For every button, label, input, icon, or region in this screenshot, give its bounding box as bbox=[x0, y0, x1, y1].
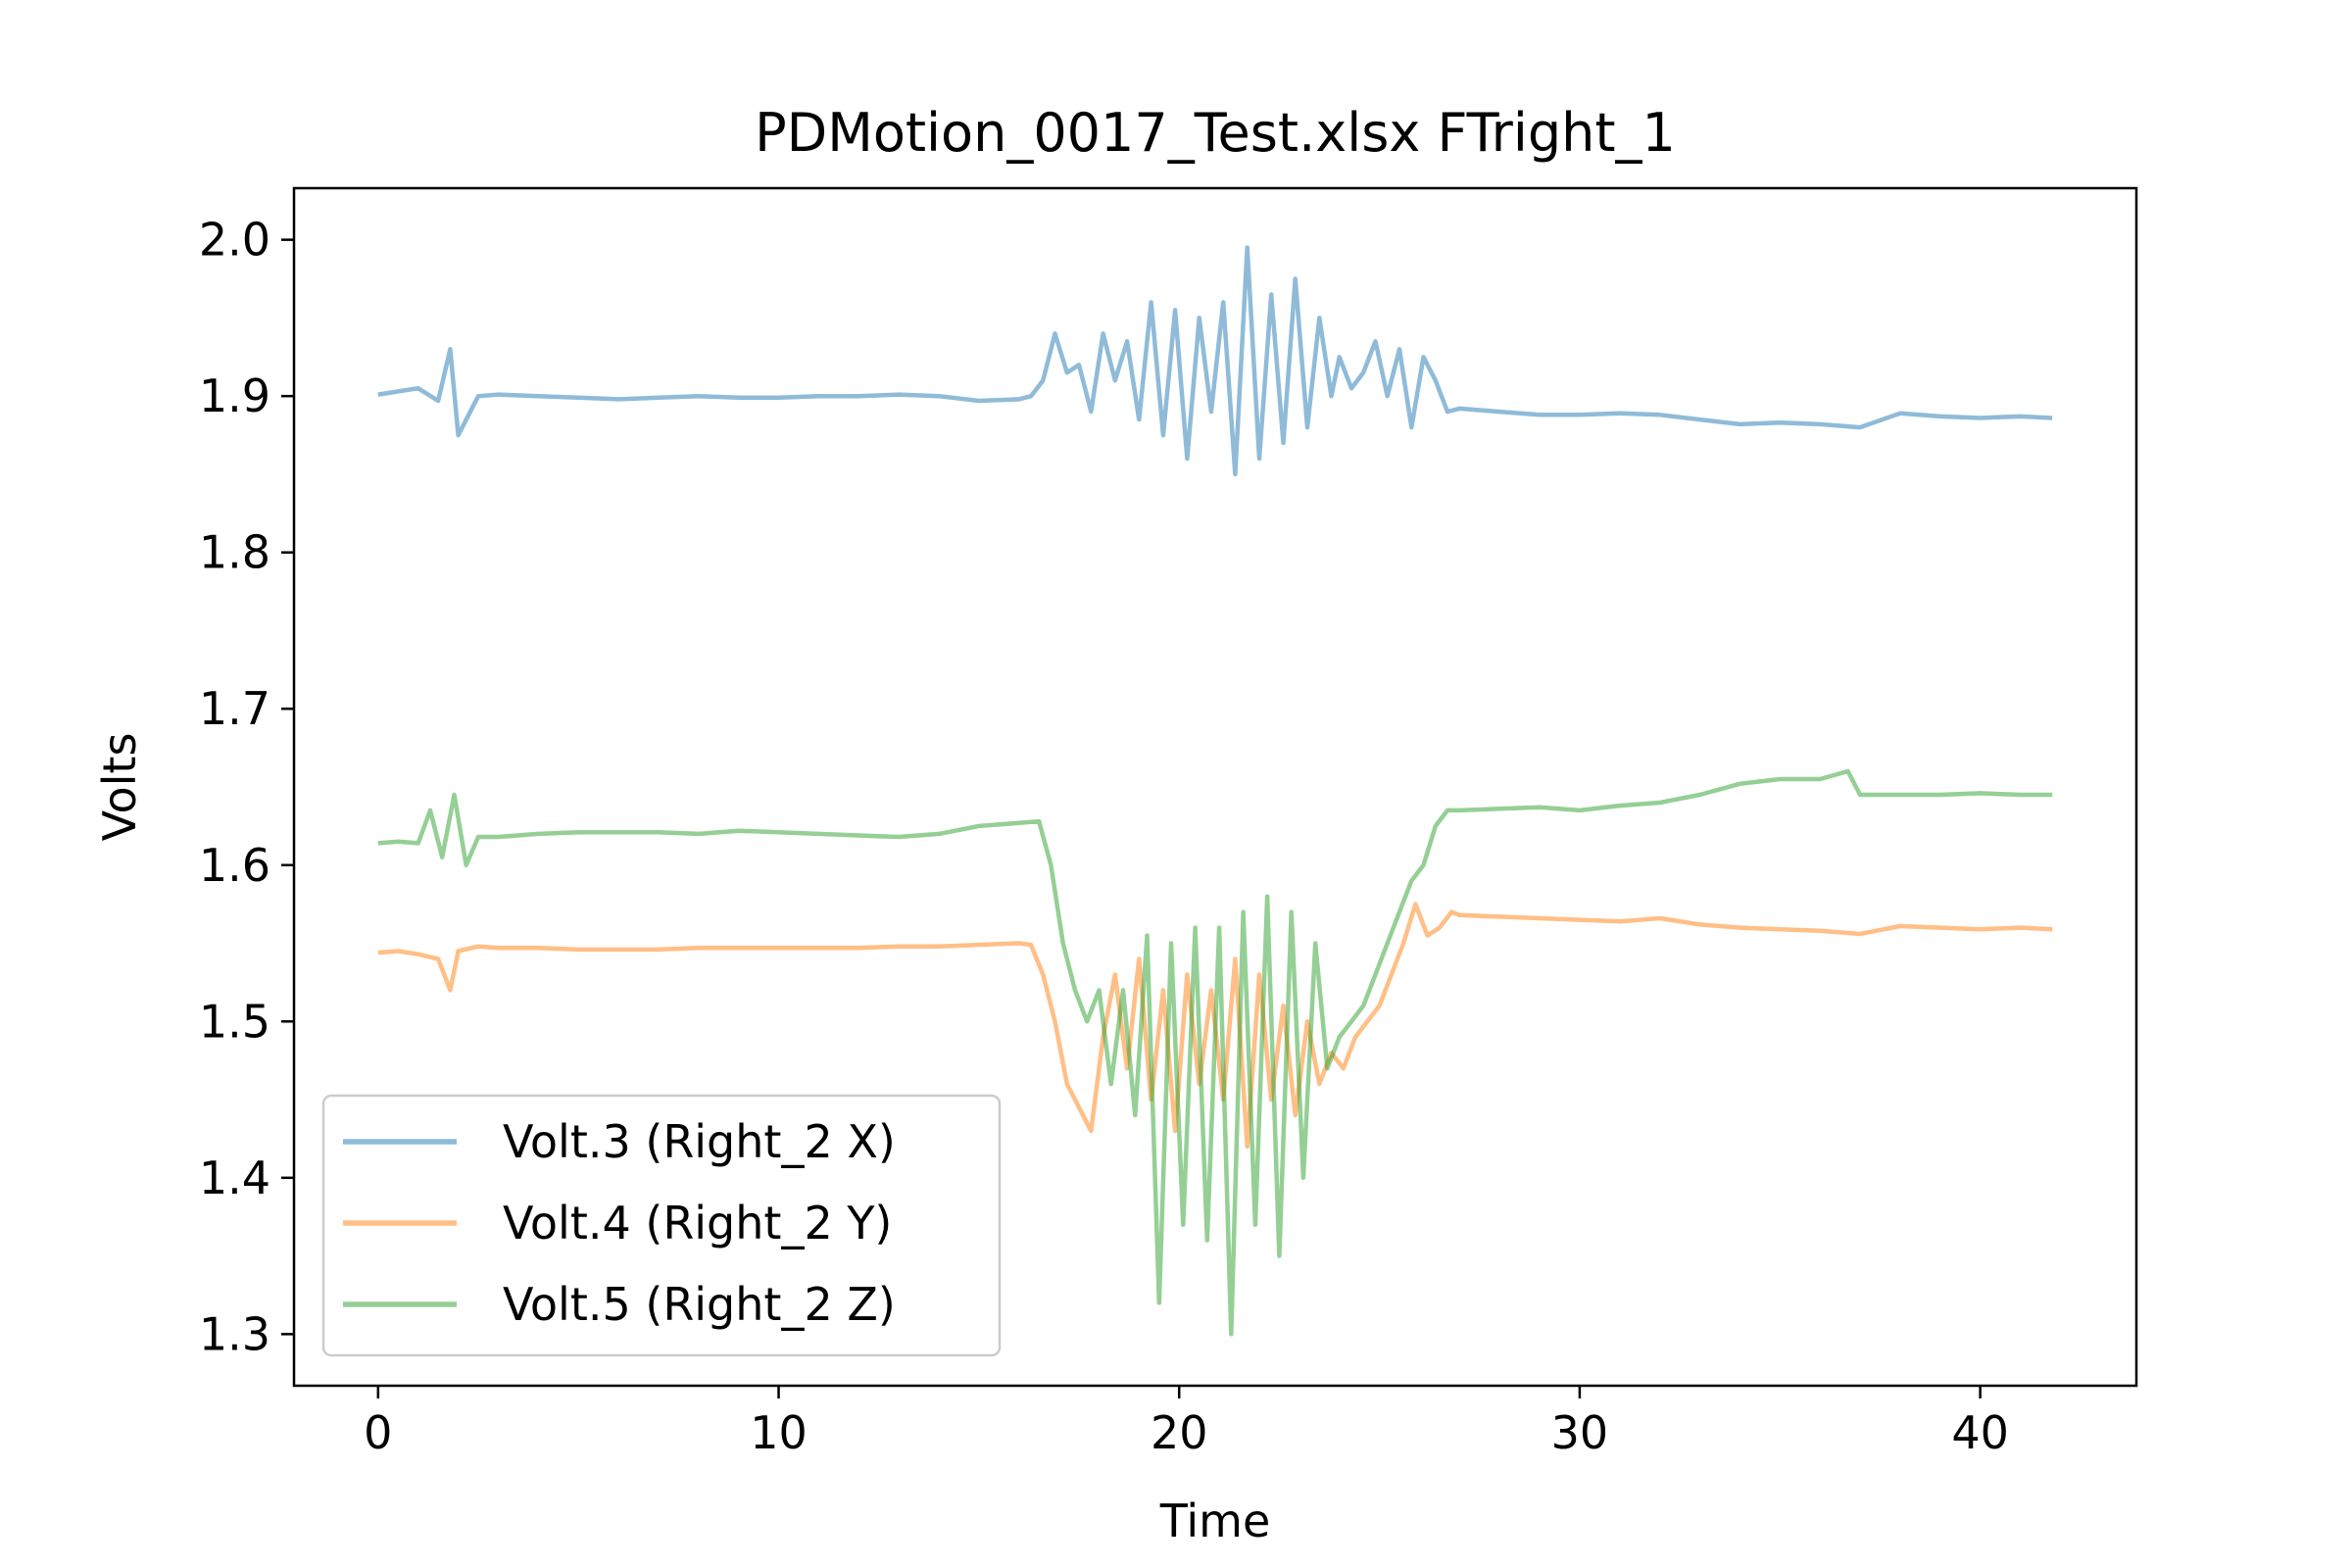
x-tick-label: 30 bbox=[1551, 1406, 1609, 1459]
x-tick-label: 40 bbox=[1951, 1406, 2009, 1459]
legend: Volt.3 (Right_2 X) Volt.4 (Right_2 Y) Vo… bbox=[321, 1094, 1002, 1357]
chart-title: PDMotion_0017_Test.xlsx FTright_1 bbox=[755, 102, 1676, 164]
series-line-3 bbox=[377, 245, 2053, 477]
x-tick-label: 20 bbox=[1151, 1406, 1208, 1459]
x-tick-label: 0 bbox=[364, 1406, 392, 1459]
y-tick-label: 1.4 bbox=[199, 1152, 270, 1204]
x-axis-label: Time bbox=[1159, 1494, 1271, 1547]
series-line-4 bbox=[377, 902, 2053, 1150]
y-tick-label: 2.0 bbox=[199, 214, 270, 267]
x-axis: 0 10 20 30 40 bbox=[364, 1386, 2009, 1459]
legend-label-volt4: Volt.4 (Right_2 Y) bbox=[503, 1197, 892, 1250]
y-tick-label: 1.3 bbox=[199, 1307, 270, 1360]
y-axis: 1.3 1.4 1.5 1.6 1.7 1.8 1.9 2.0 bbox=[199, 214, 294, 1360]
legend-label-volt3: Volt.3 (Right_2 X) bbox=[503, 1115, 896, 1168]
plot-frame bbox=[292, 186, 2138, 1388]
y-tick-label: 1.6 bbox=[199, 839, 270, 892]
legend-label-volt5: Volt.5 (Right_2 Z) bbox=[503, 1278, 896, 1331]
x-tick-label: 10 bbox=[750, 1406, 808, 1459]
y-tick-label: 1.9 bbox=[199, 369, 270, 422]
y-tick-label: 1.8 bbox=[199, 526, 270, 579]
series-line-5 bbox=[377, 768, 2053, 1337]
y-tick-label: 1.5 bbox=[199, 995, 270, 1048]
series-group bbox=[377, 245, 2053, 1337]
y-axis-label: Volts bbox=[93, 733, 146, 842]
y-tick-label: 1.7 bbox=[199, 682, 270, 735]
legend-box bbox=[321, 1094, 1002, 1357]
